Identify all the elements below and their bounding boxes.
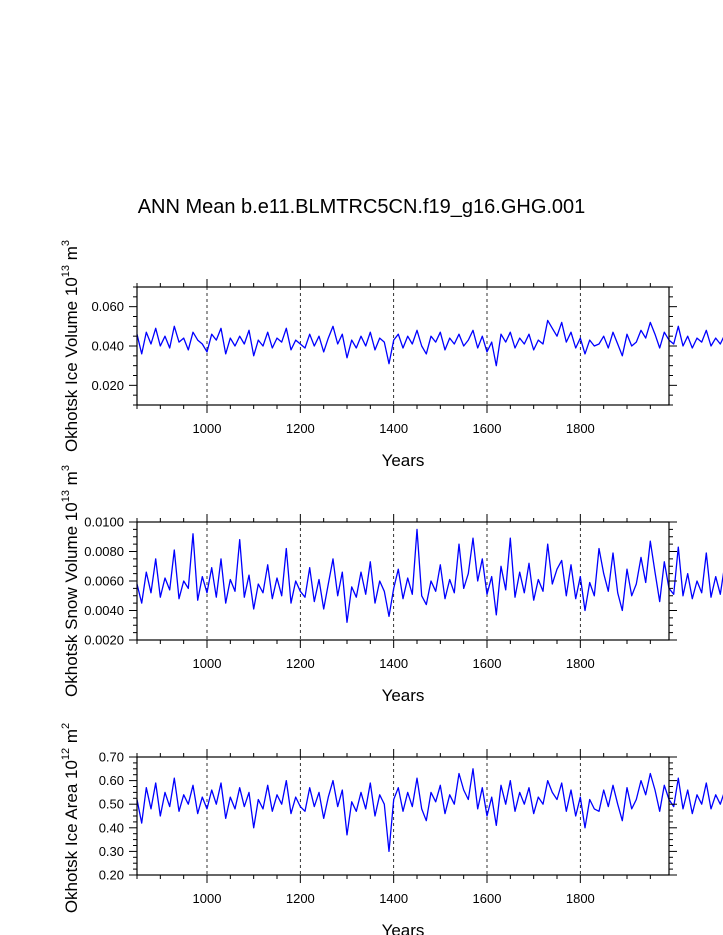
y-axis-label-text: Okhotsk Ice Area 10 (62, 760, 81, 913)
y-tick-label: 0.0040 (84, 603, 124, 618)
x-tick-label: 1200 (286, 656, 315, 671)
y-tick-label: 0.20 (99, 868, 124, 883)
x-tick-label: 1200 (286, 421, 315, 436)
y-axis-label-text: m (62, 246, 81, 265)
x-tick-label: 1600 (473, 656, 502, 671)
x-tick-label: 1200 (286, 891, 315, 906)
y-tick-label: 0.70 (99, 750, 124, 765)
x-tick-label: 1400 (379, 421, 408, 436)
x-tick-label: 1800 (566, 421, 595, 436)
y-tick-label: 0.0020 (84, 633, 124, 648)
y-axis-label-superscript: 13 (60, 490, 72, 502)
x-axis-label: Years (382, 686, 425, 705)
y-axis-label: Okhotsk Ice Volume 1013 m3 (60, 240, 81, 452)
x-axis-label: Years (382, 451, 425, 470)
panel-ice-area: 1000 1200 1400 1600 1800 0.20 0.30 0.40 0.50 0.60… (60, 723, 723, 935)
y-axis-label-superscript: 12 (60, 748, 72, 760)
y-tick-label: 0.040 (91, 339, 124, 354)
y-axis-label-text: Okhotsk Snow Volume 10 (62, 502, 81, 697)
x-tick-label: 1600 (473, 421, 502, 436)
y-tick-label: 0.0100 (84, 515, 124, 530)
y-axis-label: Okhotsk Snow Volume 1013 m3 (60, 465, 81, 697)
data-series-line (136, 768, 723, 853)
y-axis-label: Okhotsk Ice Area 1012 m2 (60, 723, 81, 913)
x-tick-label: 1000 (193, 421, 222, 436)
y-tick-label: 0.30 (99, 844, 124, 859)
y-axis-label-superscript: 3 (60, 465, 72, 471)
plot-frame (136, 521, 670, 641)
y-axis-label-superscript: 3 (60, 240, 72, 246)
y-tick-label: 0.0060 (84, 574, 124, 589)
y-axis-label-text: m (62, 471, 81, 490)
x-tick-label: 1800 (566, 656, 595, 671)
y-tick-label: 0.060 (91, 299, 124, 314)
panel-ice-volume: 1000 1200 1400 1600 1800 0.020 0.040 0.060 Years… (60, 240, 723, 470)
y-tick-label: 0.50 (99, 797, 124, 812)
y-tick-label: 0.020 (91, 378, 124, 393)
x-tick-label: 1000 (193, 891, 222, 906)
x-tick-label: 1000 (193, 656, 222, 671)
panel-snow-volume: 1000 1200 1400 1600 1800 0.0020 0.0040 0.0060 0.… (60, 465, 723, 705)
data-series-line (136, 319, 723, 367)
y-tick-label: 0.0080 (84, 544, 124, 559)
y-axis-label-superscript: 2 (60, 723, 72, 729)
x-tick-label: 1800 (566, 891, 595, 906)
x-tick-label: 1400 (379, 656, 408, 671)
y-tick-label: 0.40 (99, 820, 124, 835)
y-axis-label-text: m (62, 729, 81, 748)
x-tick-label: 1600 (473, 891, 502, 906)
y-tick-label: 0.60 (99, 773, 124, 788)
y-axis-label-text: Okhotsk Ice Volume 10 (62, 277, 81, 452)
x-tick-label: 1400 (379, 891, 408, 906)
data-series-line (136, 528, 723, 623)
plot-frame (136, 756, 670, 876)
figure-title: ANN Mean b.e11.BLMTRC5CN.f19_g16.GHG.001 (137, 196, 586, 218)
x-axis-label: Years (382, 921, 425, 935)
y-axis-label-superscript: 13 (60, 265, 72, 277)
